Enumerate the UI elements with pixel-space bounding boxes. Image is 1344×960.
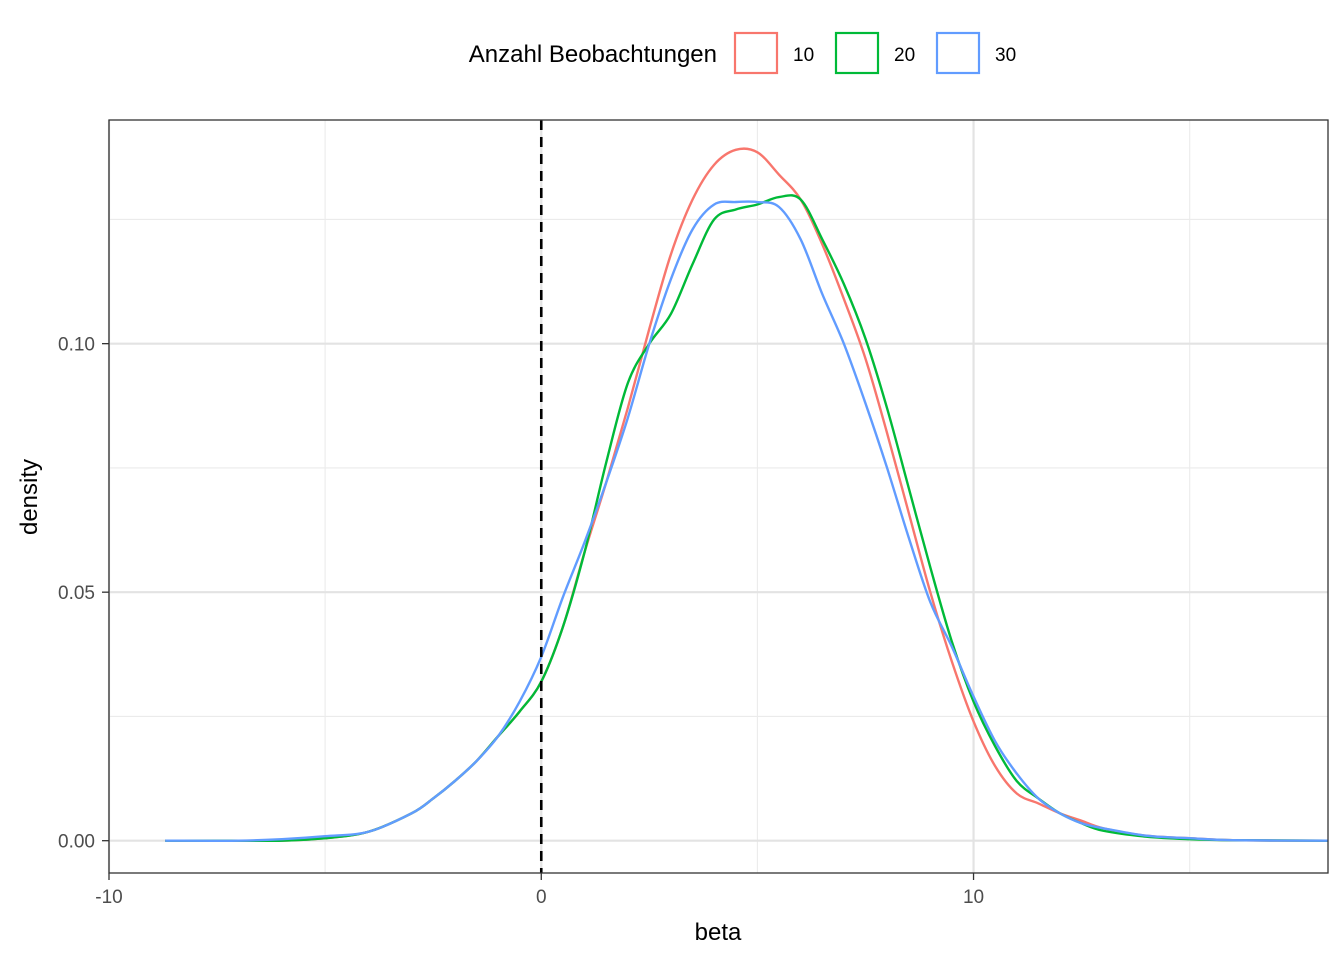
y-axis: 0.00 0.05 0.10: [58, 335, 109, 853]
density-lines: [165, 147, 1329, 843]
x-tick-label: 0: [536, 887, 547, 908]
y-tick-label: 0.05: [58, 583, 95, 604]
x-tick-label: -10: [95, 887, 122, 908]
plot-panel: [107, 119, 1329, 874]
legend-label-20: 20: [894, 45, 915, 66]
legend-label-30: 30: [995, 45, 1016, 66]
panel-border: [108, 119, 1329, 874]
legend-key-30: [935, 31, 981, 75]
legend-label-10: 10: [793, 45, 814, 66]
legend-title: Anzahl Beobachtungen: [469, 41, 717, 68]
y-tick-label: 0.10: [58, 335, 95, 356]
panel-background: [109, 120, 1328, 873]
x-tick-label: 10: [963, 887, 984, 908]
legend-key-20: [834, 31, 880, 75]
legend: Anzahl Beobachtungen 10 20 30: [469, 31, 1016, 75]
legend-key-10: [733, 31, 779, 75]
y-tick-label: 0.00: [58, 832, 95, 853]
x-axis: -10 0 10: [95, 873, 984, 908]
y-axis-title: density: [16, 459, 43, 535]
density-line-30: [165, 200, 1329, 843]
minor-gridlines: [109, 120, 1328, 873]
x-axis-title: beta: [695, 919, 742, 946]
